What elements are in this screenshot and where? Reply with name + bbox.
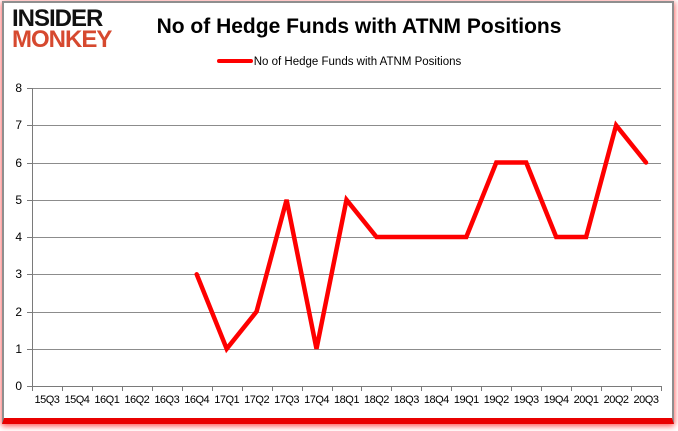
insider-monkey-logo: INSIDER MONKEY	[12, 5, 112, 54]
x-tick-label-20Q1: 20Q1	[573, 394, 599, 406]
x-tick-label-19Q1: 19Q1	[453, 394, 479, 406]
x-tick-label-15Q3: 15Q3	[34, 394, 60, 406]
x-tick-label-15Q4: 15Q4	[64, 394, 90, 406]
logo-line-insider: INSIDER	[12, 5, 103, 32]
x-tick-label-19Q2: 19Q2	[483, 394, 509, 406]
y-tick-label-7: 7	[15, 118, 22, 133]
legend: No of Hedge Funds with ATNM Positions	[0, 56, 678, 68]
x-tick-label-18Q3: 18Q3	[393, 394, 419, 406]
x-tick-label-17Q2: 17Q2	[244, 394, 270, 406]
x-tick-label-19Q4: 19Q4	[543, 394, 569, 406]
y-tick-label-5: 5	[15, 192, 22, 207]
x-tick-label-20Q3: 20Q3	[633, 394, 659, 406]
hedge-funds-series-line	[194, 120, 649, 354]
y-tick-label-3: 3	[15, 267, 22, 282]
x-tick-label-19Q3: 19Q3	[513, 394, 539, 406]
y-tick-label-6: 6	[15, 155, 22, 170]
x-tick-label-16Q4: 16Q4	[184, 394, 210, 406]
y-tick-label-1: 1	[15, 341, 22, 356]
x-tick-label-17Q4: 17Q4	[304, 394, 329, 406]
x-tick-label-20Q2: 20Q2	[603, 394, 629, 406]
x-tick-label-17Q3: 17Q3	[274, 394, 300, 406]
chart-frame	[2, 1, 674, 424]
legend-line-swatch-icon	[216, 58, 253, 63]
x-tick-label-17Q1: 17Q1	[214, 394, 240, 406]
y-tick-label-2: 2	[15, 304, 22, 319]
x-tick-label-16Q1: 16Q1	[94, 394, 120, 406]
x-tick-label-18Q2: 18Q2	[363, 394, 389, 406]
y-tick-label-0: 0	[15, 379, 22, 393]
x-tick-label-18Q1: 18Q1	[334, 394, 359, 406]
y-tick-label-8: 8	[15, 81, 22, 95]
legend-label: No of Hedge Funds with ATNM Positions	[253, 56, 462, 68]
logo-line-monkey: MONKEY	[12, 26, 112, 54]
x-tick-label-18Q4: 18Q4	[423, 394, 449, 406]
y-tick-label-4: 4	[15, 230, 22, 244]
x-tick-label-16Q3: 16Q3	[154, 394, 180, 406]
x-tick-label-16Q2: 16Q2	[124, 394, 150, 406]
chart-title: No of Hedge Funds with ATNM Positions	[156, 15, 562, 38]
